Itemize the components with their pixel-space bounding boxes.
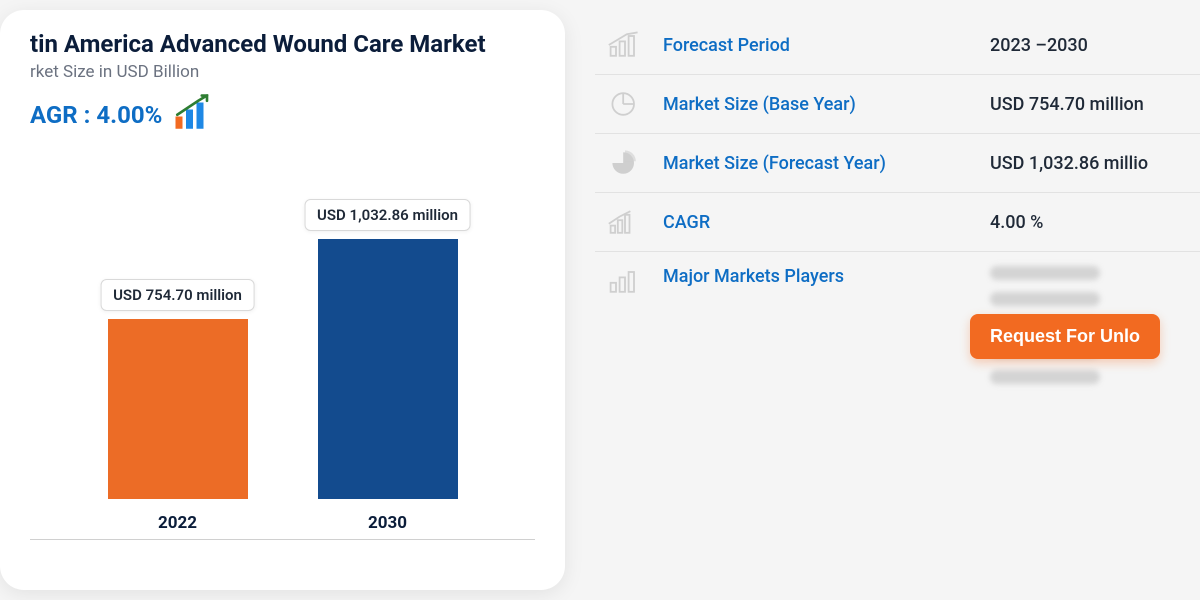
trend-chart-icon [605,207,645,237]
bar-2022 [108,319,248,499]
row-label: CAGR [663,212,972,233]
players-blurred-list: Request For Unlo [990,266,1190,384]
bar-year-label: 2030 [368,513,407,533]
stats-table: Forecast Period 2023 –2030 Market Size (… [595,10,1200,590]
blurred-player-item [990,266,1100,280]
row-value: 4.00 % [990,212,1190,233]
pie-chart-solid-icon [605,148,645,178]
chart-subtitle: rket Size in USD Billion [30,62,535,82]
cagr-row: AGR : 4.00% [30,92,535,138]
row-label: Market Size (Forecast Year) [663,153,972,174]
bar-2030 [318,239,458,499]
row-label: Forecast Period [663,35,972,56]
chart-card: tin America Advanced Wound Care Market r… [0,10,565,590]
table-row-players: Major Markets Players Request For Unlo [595,252,1200,398]
bar-chart: USD 754.70 million 2022 USD 1,032.86 mil… [30,158,535,540]
bars-chart-icon [605,266,645,296]
blurred-player-item [990,370,1100,384]
bar-year-label: 2022 [158,513,197,533]
bars-chart-icon [605,30,645,60]
chart-title: tin America Advanced Wound Care Market [30,30,535,58]
table-row: CAGR 4.00 % [595,193,1200,252]
bar-value-label: USD 754.70 million [100,279,255,311]
cagr-label: AGR : 4.00% [30,101,162,129]
pie-chart-icon [605,89,645,119]
row-label: Major Markets Players [663,266,972,287]
table-row: Market Size (Forecast Year) USD 1,032.86… [595,134,1200,193]
row-value: USD 754.70 million [990,94,1190,115]
bar-group-2030: USD 1,032.86 million 2030 [318,179,458,499]
row-value: 2023 –2030 [990,35,1190,56]
row-label: Market Size (Base Year) [663,94,972,115]
table-row: Forecast Period 2023 –2030 [595,16,1200,75]
row-value: USD 1,032.86 millio [990,153,1190,174]
bar-group-2022: USD 754.70 million 2022 [108,179,248,499]
table-row: Market Size (Base Year) USD 754.70 milli… [595,75,1200,134]
bar-value-label: USD 1,032.86 million [304,199,471,231]
growth-chart-icon [172,92,214,138]
request-unlock-button[interactable]: Request For Unlo [970,314,1160,359]
blurred-player-item [990,292,1100,306]
